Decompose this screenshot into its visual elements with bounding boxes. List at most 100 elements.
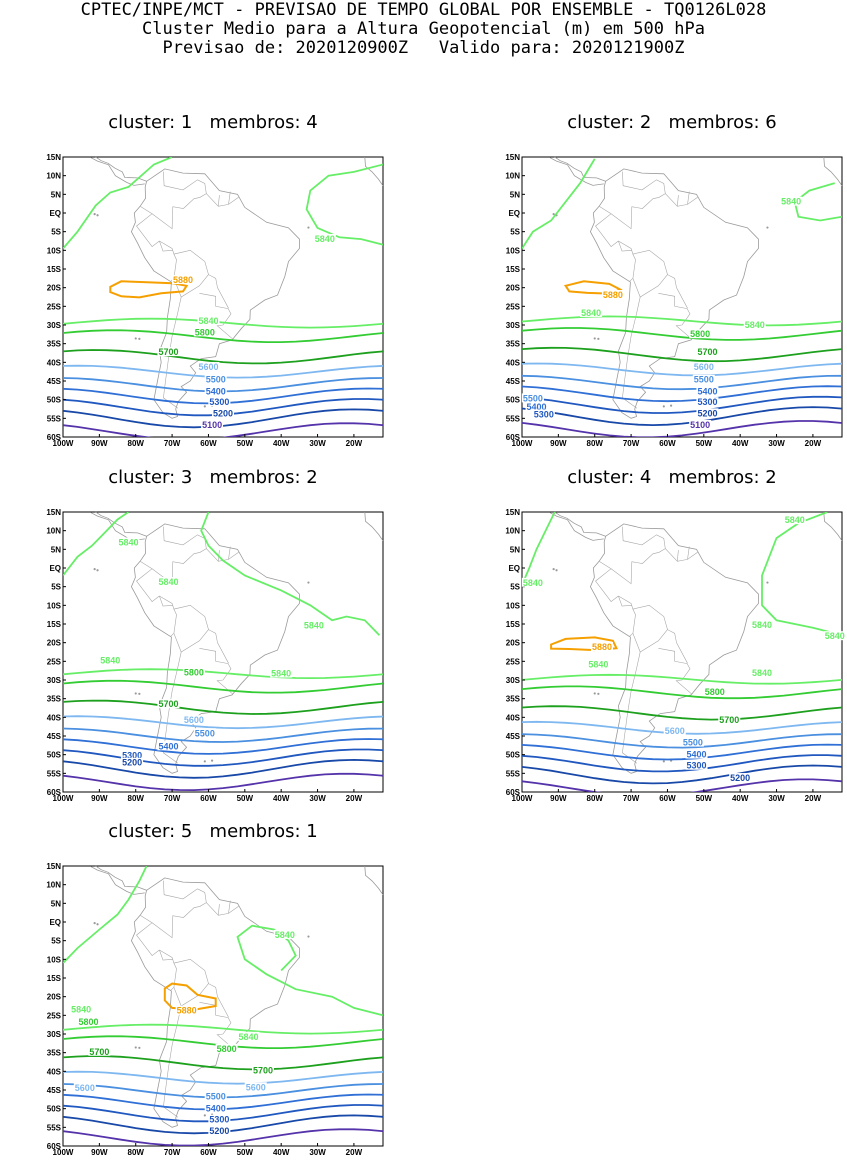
lon-label: 90W [91,1148,108,1157]
lat-label: 30S [506,676,521,685]
panel-title: cluster: 3 membros: 2 [108,467,318,488]
contour-5840-east [236,924,383,1017]
island [597,337,600,340]
contour-label: 5500 [683,738,703,748]
lon-label: 40W [273,439,290,448]
contour-label: 5880 [177,1006,197,1016]
contour-label: 5700 [158,699,178,709]
contour-5500 [522,733,842,749]
country-border [173,253,209,298]
island [552,213,555,216]
lat-label: 35S [506,695,521,704]
island [203,760,206,763]
contour-label: 5840 [118,537,138,547]
lon-label: 20W [805,794,822,803]
contour-label-bg [237,1031,260,1041]
country-border [228,191,231,205]
lat-label: 30S [47,321,62,330]
lat-label: 30S [47,676,62,685]
contour-label-bg [751,619,773,629]
contour-5700 [63,349,383,365]
lat-label: 55S [506,769,521,778]
contour-label: 5200 [209,1126,229,1136]
lat-label: EQ [508,564,520,573]
header-subtitle: Cluster Medio para a Altura Geopotencial… [142,19,705,39]
island [138,337,141,340]
contour-label-bg [175,1005,198,1015]
country-border [658,293,692,340]
contour-label-bg [601,290,624,299]
contour-5100 [63,1128,383,1146]
lat-label: 50S [506,396,521,405]
contour-label-bg [193,728,216,738]
header-dates: Previsao de: 2020120900Z Valido para: 20… [162,38,685,58]
island [134,337,137,340]
lat-label: 10N [46,172,61,181]
contour-5800 [63,329,383,343]
contour-5200 [522,764,842,785]
africa-coastline [364,865,384,895]
lat-label: 15N [46,153,61,162]
lat-label: EQ [49,209,61,218]
contour-label-bg [525,402,548,411]
country-border [136,526,207,603]
contour-label: 5840 [315,234,335,244]
contour-label-bg [204,1103,227,1113]
contour-label-bg [591,642,613,652]
central-america-coastline [554,511,606,537]
panel-title: cluster: 4 membros: 2 [567,467,777,488]
contour-5840-north [63,866,148,964]
africa-coastline [823,156,843,186]
country-border [595,171,666,248]
south-america-coastline [589,168,759,419]
lat-label: 10N [46,527,61,536]
lon-label: 30W [309,439,326,448]
contour-label: 5500 [206,1092,226,1102]
contour-label: 5800 [78,1017,98,1027]
contour-label-bg [172,275,194,285]
contour-label-bg [751,668,773,678]
contour-label: 5840 [271,669,291,679]
lon-label: 30W [768,794,785,803]
country-border [687,191,690,205]
island [662,405,665,408]
lat-label: 50S [506,751,521,760]
contour-label: 5300 [687,761,707,771]
lat-label: 15S [47,265,62,274]
lat-label: EQ [49,918,61,927]
contour-label-bg [201,419,224,429]
contour-label-bg [204,374,227,384]
contour-label: 5200 [122,758,142,768]
contour-label: 5700 [719,715,739,725]
contour-label-bg [157,741,180,751]
island [552,568,555,571]
lat-label: 60S [506,788,521,797]
contour-label-bg [729,773,752,783]
map-cluster-2: 15N10N5NEQ5S10S15S20S25S30S35S40S45S50S5… [505,153,843,448]
contour-label: 5700 [158,347,178,357]
lat-label: 5N [510,545,520,554]
lon-label: 20W [346,794,363,803]
contour-label-bg [208,1114,231,1124]
lat-label: 60S [506,433,521,442]
contour-label: 5840 [752,620,772,630]
lon-label: 100W [53,439,74,448]
island [138,1046,141,1049]
contour-5880 [550,636,619,652]
country-border [632,608,668,653]
south-america-coastline [130,523,300,774]
lat-label: 40S [47,358,62,367]
country-border [687,546,690,560]
lat-label: 5N [51,899,61,908]
contour-label-bg [696,386,719,396]
contour-label-bg [696,408,719,418]
contour-5100 [522,778,842,792]
contour-label-bg [521,393,544,403]
lat-label: 30S [506,321,521,330]
contour-label: 5100 [690,420,710,430]
lat-label: 40S [506,358,521,367]
lon-label: 100W [512,439,533,448]
contour-label-bg [692,362,715,372]
contour-label-bg [696,397,719,407]
lat-label: 25S [47,1011,62,1020]
